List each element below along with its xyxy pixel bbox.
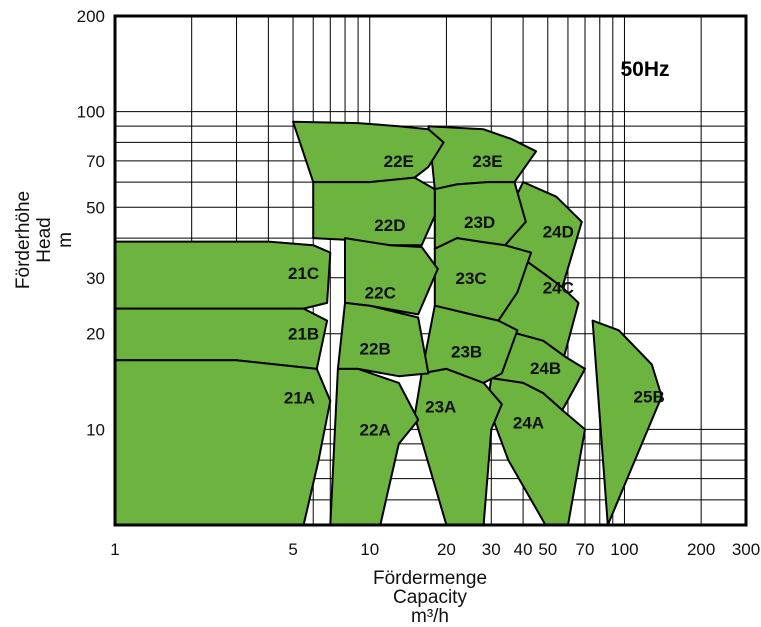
region-22d — [312, 176, 436, 247]
y-tick-label: 50 — [86, 198, 105, 217]
region-label-24a: 24A — [513, 414, 544, 433]
region-label-22a: 22A — [360, 420, 391, 439]
region-25b — [591, 319, 663, 526]
region-label-24c: 24C — [543, 278, 574, 297]
region-23a — [413, 367, 503, 526]
region-label-23a: 23A — [425, 398, 456, 417]
region-label-23e: 23E — [472, 152, 502, 171]
region-22e — [292, 120, 445, 184]
x-tick-label: 30 — [482, 540, 501, 559]
region-21a — [114, 359, 332, 526]
x-tick-label: 10 — [360, 540, 379, 559]
y-tick-label: 70 — [86, 152, 105, 171]
plot-frame — [113, 14, 748, 527]
region-label-21b: 21B — [288, 325, 319, 344]
region-22a — [329, 367, 420, 526]
region-label-21c: 21C — [288, 264, 319, 283]
region-label-22b: 22B — [360, 339, 391, 358]
region-label-23d: 23D — [464, 213, 495, 232]
x-axis-title-line2: Capacity — [393, 587, 467, 608]
region-label-24d: 24D — [543, 222, 574, 241]
region-label-25b: 25B — [634, 387, 665, 406]
x-axis-title-line3: m³/h — [411, 606, 449, 627]
region-label-22c: 22C — [365, 283, 396, 302]
y-axis-title-line3: m — [55, 232, 76, 248]
x-tick-label: 5 — [288, 540, 297, 559]
x-tick-label: 70 — [576, 540, 595, 559]
region-label-24b: 24B — [530, 359, 561, 378]
region-24a — [486, 377, 586, 526]
y-tick-label: 10 — [86, 420, 105, 439]
x-tick-label: 50 — [538, 540, 557, 559]
frequency-label: 50Hz — [620, 58, 669, 81]
y-axis-title-line1: Förderhöhe — [13, 191, 34, 289]
x-tick-label: 20 — [437, 540, 456, 559]
y-tick-label: 30 — [86, 269, 105, 288]
x-tick-label: 300 — [732, 540, 760, 559]
x-tick-label: 100 — [610, 540, 638, 559]
region-label-22e: 22E — [384, 152, 414, 171]
region-label-22d: 22D — [374, 216, 405, 235]
region-labels: 25B 24D 24C 24B 24A 23E 23D 23C 23B 23A 22E 22D 22C 2… — [284, 152, 665, 440]
x-tick-label: 200 — [687, 540, 715, 559]
y-tick-label: 200 — [77, 7, 105, 26]
x-tick-label: 40 — [514, 540, 533, 559]
x-axis-ticks: 1 5 10 20 30 40 50 70 100 200 300 — [110, 540, 760, 559]
x-tick-label: 1 — [110, 540, 119, 559]
y-axis-title-line2: Head — [34, 217, 55, 262]
x-axis-title-line1: Fördermenge — [373, 568, 487, 589]
region-22c — [344, 237, 439, 316]
y-axis-ticks: 10 20 30 50 70 100 200 — [77, 7, 105, 439]
y-tick-label: 20 — [86, 325, 105, 344]
region-label-23b: 23B — [451, 342, 482, 361]
region-label-23c: 23C — [456, 269, 487, 288]
y-tick-label: 100 — [77, 103, 105, 122]
region-label-21a: 21A — [284, 388, 315, 407]
